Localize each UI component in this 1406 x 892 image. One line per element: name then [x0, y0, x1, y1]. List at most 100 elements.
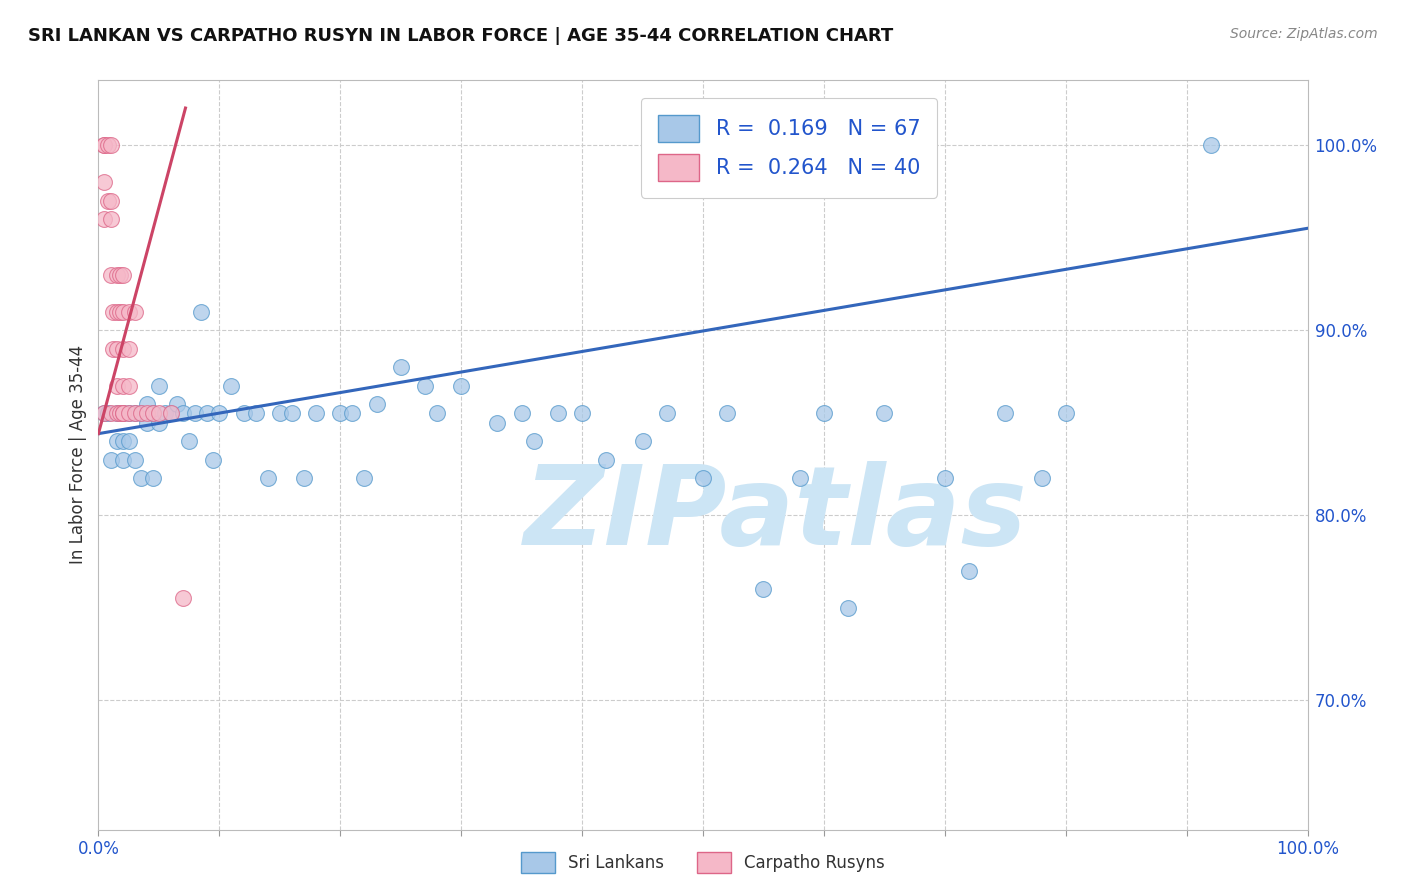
- Point: [292, 471, 315, 485]
- Point: [813, 406, 835, 420]
- Point: [105, 434, 128, 448]
- Point: [837, 600, 859, 615]
- Point: [93, 138, 115, 153]
- Point: [135, 397, 157, 411]
- Point: [142, 471, 165, 485]
- Point: [129, 406, 152, 420]
- Point: [129, 471, 152, 485]
- Point: [97, 406, 120, 420]
- Point: [1031, 471, 1053, 485]
- Point: [547, 406, 569, 420]
- Point: [97, 194, 120, 208]
- Point: [148, 416, 170, 430]
- Point: [934, 471, 956, 485]
- Point: [135, 416, 157, 430]
- Point: [105, 268, 128, 282]
- Point: [124, 452, 146, 467]
- Point: [100, 268, 122, 282]
- Legend: R =  0.169   N = 67, R =  0.264   N = 40: R = 0.169 N = 67, R = 0.264 N = 40: [641, 98, 938, 197]
- Point: [111, 434, 134, 448]
- Point: [148, 378, 170, 392]
- Point: [655, 406, 678, 420]
- Point: [111, 378, 134, 392]
- Point: [129, 406, 152, 420]
- Point: [716, 406, 738, 420]
- Point: [93, 406, 115, 420]
- Point: [1054, 406, 1077, 420]
- Point: [389, 359, 412, 374]
- Point: [160, 406, 183, 420]
- Point: [305, 406, 328, 420]
- Point: [789, 471, 811, 485]
- Point: [413, 378, 436, 392]
- Point: [148, 406, 170, 420]
- Point: [111, 406, 134, 420]
- Point: [118, 434, 141, 448]
- Point: [957, 564, 980, 578]
- Point: [142, 406, 165, 420]
- Point: [221, 378, 243, 392]
- Point: [118, 304, 141, 318]
- Point: [426, 406, 449, 420]
- Point: [166, 397, 188, 411]
- Point: [111, 268, 134, 282]
- Point: [366, 397, 388, 411]
- Point: [97, 138, 120, 153]
- Point: [172, 591, 194, 606]
- Point: [135, 406, 157, 420]
- Point: [100, 138, 122, 153]
- Point: [353, 471, 375, 485]
- Point: [108, 268, 131, 282]
- Point: [245, 406, 267, 420]
- Point: [124, 304, 146, 318]
- Point: [692, 471, 714, 485]
- Point: [111, 406, 134, 420]
- Point: [232, 406, 254, 420]
- Point: [118, 378, 141, 392]
- Point: [450, 378, 472, 392]
- Point: [101, 304, 124, 318]
- Point: [100, 212, 122, 227]
- Point: [510, 406, 533, 420]
- Point: [342, 406, 364, 420]
- Text: SRI LANKAN VS CARPATHO RUSYN IN LABOR FORCE | AGE 35-44 CORRELATION CHART: SRI LANKAN VS CARPATHO RUSYN IN LABOR FO…: [28, 27, 893, 45]
- Point: [108, 304, 131, 318]
- Legend: Sri Lankans, Carpatho Rusyns: Sri Lankans, Carpatho Rusyns: [515, 846, 891, 880]
- Point: [281, 406, 304, 420]
- Point: [93, 212, 115, 227]
- Point: [105, 378, 128, 392]
- Point: [153, 406, 176, 420]
- Point: [118, 406, 141, 420]
- Point: [486, 416, 509, 430]
- Point: [111, 304, 134, 318]
- Text: Source: ZipAtlas.com: Source: ZipAtlas.com: [1230, 27, 1378, 41]
- Point: [269, 406, 291, 420]
- Point: [873, 406, 896, 420]
- Point: [118, 342, 141, 356]
- Point: [179, 434, 201, 448]
- Y-axis label: In Labor Force | Age 35-44: In Labor Force | Age 35-44: [69, 345, 87, 565]
- Point: [105, 406, 128, 420]
- Point: [124, 406, 146, 420]
- Point: [100, 406, 122, 420]
- Point: [108, 406, 131, 420]
- Point: [172, 406, 194, 420]
- Point: [111, 452, 134, 467]
- Point: [101, 342, 124, 356]
- Point: [93, 138, 115, 153]
- Point: [118, 406, 141, 420]
- Point: [184, 406, 207, 420]
- Point: [329, 406, 352, 420]
- Point: [1199, 138, 1222, 153]
- Point: [93, 175, 115, 189]
- Point: [160, 406, 183, 420]
- Point: [142, 406, 165, 420]
- Point: [111, 406, 134, 420]
- Point: [595, 452, 617, 467]
- Point: [256, 471, 278, 485]
- Point: [105, 304, 128, 318]
- Point: [105, 342, 128, 356]
- Point: [631, 434, 654, 448]
- Point: [100, 194, 122, 208]
- Point: [190, 304, 212, 318]
